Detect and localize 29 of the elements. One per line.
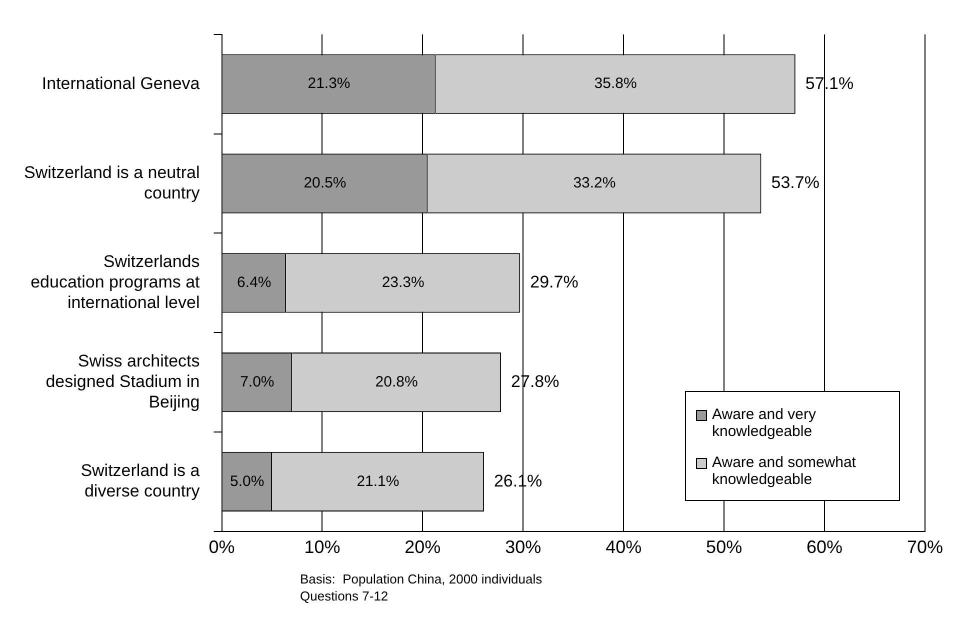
data-label: 5.0% xyxy=(230,472,264,490)
data-label: 21.3% xyxy=(308,75,350,92)
x-tick-label: 70% xyxy=(906,537,944,558)
data-label: 21.1% xyxy=(356,472,400,490)
x-tick-label: 60% xyxy=(806,537,843,558)
x-tick-label: 50% xyxy=(706,537,742,558)
legend-label: Aware and somewhat knowledgeable xyxy=(712,454,857,488)
x-tick-label: 20% xyxy=(404,537,441,558)
y-tick-label: Swiss architects designed Stadium in Beijing xyxy=(46,352,200,412)
data-label: 23.3% xyxy=(382,274,424,292)
data-label: 33.2% xyxy=(573,174,616,192)
x-tick-label: 10% xyxy=(304,537,340,558)
text: Basis: Population China, 2000 individuals xyxy=(300,571,543,586)
data-label: 20.5% xyxy=(304,174,346,192)
data-label: 35.8% xyxy=(594,75,637,92)
data-label: 20.8% xyxy=(375,373,418,390)
x-tick-label: 40% xyxy=(606,537,642,558)
text: Questions 7-12 xyxy=(300,588,388,604)
legend-label: Aware and very knowledgeable xyxy=(712,406,817,440)
total-label: 29.7% xyxy=(530,272,578,292)
data-label: 7.0% xyxy=(240,373,274,390)
y-tick-label: Switzerland is a diverse country xyxy=(80,461,200,501)
y-tick-label: Switzerlands education programs at international level xyxy=(30,252,200,312)
x-tick-label: 30% xyxy=(505,537,542,558)
total-label: 53.7% xyxy=(771,173,820,192)
data-label: 6.4% xyxy=(237,274,272,292)
y-tick-label: International Geneva xyxy=(42,74,200,93)
y-tick-label: Switzerland is a neutral country xyxy=(24,162,200,202)
x-tick-label: 0% xyxy=(208,537,235,558)
